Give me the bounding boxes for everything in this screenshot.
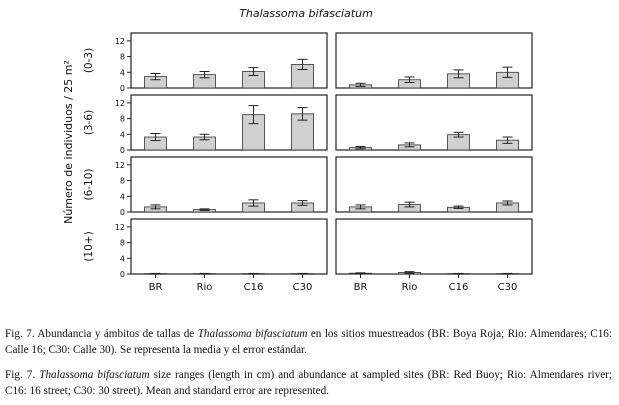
row-label: (3-6) — [83, 110, 95, 135]
panel-frame — [335, 94, 533, 151]
x-tick-label: C16 — [244, 282, 264, 293]
row-label: (10+) — [83, 231, 95, 261]
caption-en-text-2: size ranges (length in cm) and abundance… — [5, 369, 612, 397]
x-tick-label: Rio — [402, 282, 418, 293]
y-tick-label: 4 — [120, 130, 125, 139]
x-tick-label: C16 — [449, 282, 469, 293]
y-tick-label: 4 — [120, 68, 125, 77]
y-tick-label: 4 — [120, 192, 125, 201]
x-tick-label: C30 — [293, 282, 313, 293]
y-tick-label: 8 — [120, 239, 125, 248]
x-tick-label: BR — [149, 282, 163, 293]
column-label: Seca — [421, 299, 446, 300]
panel-frame — [130, 156, 328, 213]
y-tick-label: 8 — [120, 115, 125, 124]
row-label: (6-10) — [83, 168, 95, 200]
y-axis-label: Número de individuos / 25 m² — [62, 60, 75, 224]
y-tick-label: 12 — [115, 37, 125, 46]
y-tick-label: 12 — [115, 223, 125, 232]
x-tick-label: BR — [354, 282, 368, 293]
caption-en-text-1: Fig. 7. — [5, 369, 40, 381]
row-label: (0-3) — [83, 48, 95, 73]
caption-es-species: Thalassoma bifasciatum — [197, 328, 308, 340]
figure-caption-english: Fig. 7. Thalassoma bifasciatum size rang… — [5, 368, 612, 399]
chart-figure: Thalassoma bifasciatum Número de individ… — [62, 7, 533, 300]
panel-frame — [335, 32, 533, 89]
chart-panels: (0-3) 0 4 8 12 (3-6) 0 4 8 12 (6-10) 0 4 8 12 (10+) 0 4 8 1… — [83, 32, 533, 300]
panel-frame — [130, 218, 328, 275]
y-tick-label: 0 — [120, 146, 125, 155]
figure-caption-spanish: Fig. 7. Abundancia y ámbitos de tallas d… — [5, 327, 612, 358]
y-tick-label: 0 — [120, 84, 125, 93]
x-tick-label: Rio — [197, 282, 213, 293]
panel-frame — [335, 156, 533, 213]
x-tick-label: C30 — [498, 282, 518, 293]
column-label: Lluvia — [214, 299, 245, 300]
caption-en-species: Thalassoma bifasciatum — [39, 369, 150, 381]
caption-es-text-1: Fig. 7. Abundancia y ámbitos de tallas d… — [5, 328, 198, 340]
y-tick-label: 8 — [120, 177, 125, 186]
y-tick-label: 12 — [115, 99, 125, 108]
panel-frame — [335, 218, 533, 275]
y-tick-label: 4 — [120, 254, 125, 263]
panel-frame — [130, 32, 328, 89]
y-tick-label: 0 — [120, 270, 125, 279]
y-tick-label: 8 — [120, 53, 125, 62]
panel-frame — [130, 94, 328, 151]
y-tick-label: 12 — [115, 161, 125, 170]
chart-title: Thalassoma bifasciatum — [239, 7, 373, 20]
y-tick-label: 0 — [120, 208, 125, 217]
caption-es-text-2: en los sitios muestreados (BR: Boya Roja… — [5, 328, 612, 356]
